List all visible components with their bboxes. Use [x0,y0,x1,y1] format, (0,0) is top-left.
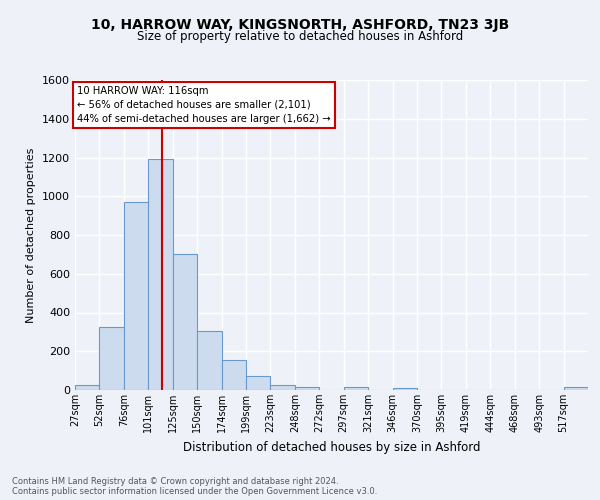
Bar [173,254,197,390]
Y-axis label: Number of detached properties: Number of detached properties [26,148,37,322]
Bar [271,385,295,390]
Bar [100,327,124,390]
Bar [344,388,368,390]
Bar [124,202,148,390]
Bar [563,388,588,390]
Bar [392,388,417,390]
Text: 10, HARROW WAY, KINGSNORTH, ASHFORD, TN23 3JB: 10, HARROW WAY, KINGSNORTH, ASHFORD, TN2… [91,18,509,32]
Text: Size of property relative to detached houses in Ashford: Size of property relative to detached ho… [137,30,463,43]
Bar [295,386,319,390]
Bar [148,160,173,390]
Text: 10 HARROW WAY: 116sqm
← 56% of detached houses are smaller (2,101)
44% of semi-d: 10 HARROW WAY: 116sqm ← 56% of detached … [77,86,331,124]
Bar [75,384,100,390]
Bar [221,360,246,390]
Text: Contains HM Land Registry data © Crown copyright and database right 2024.
Contai: Contains HM Land Registry data © Crown c… [12,476,377,496]
X-axis label: Distribution of detached houses by size in Ashford: Distribution of detached houses by size … [183,440,480,454]
Bar [197,331,221,390]
Bar [246,376,271,390]
